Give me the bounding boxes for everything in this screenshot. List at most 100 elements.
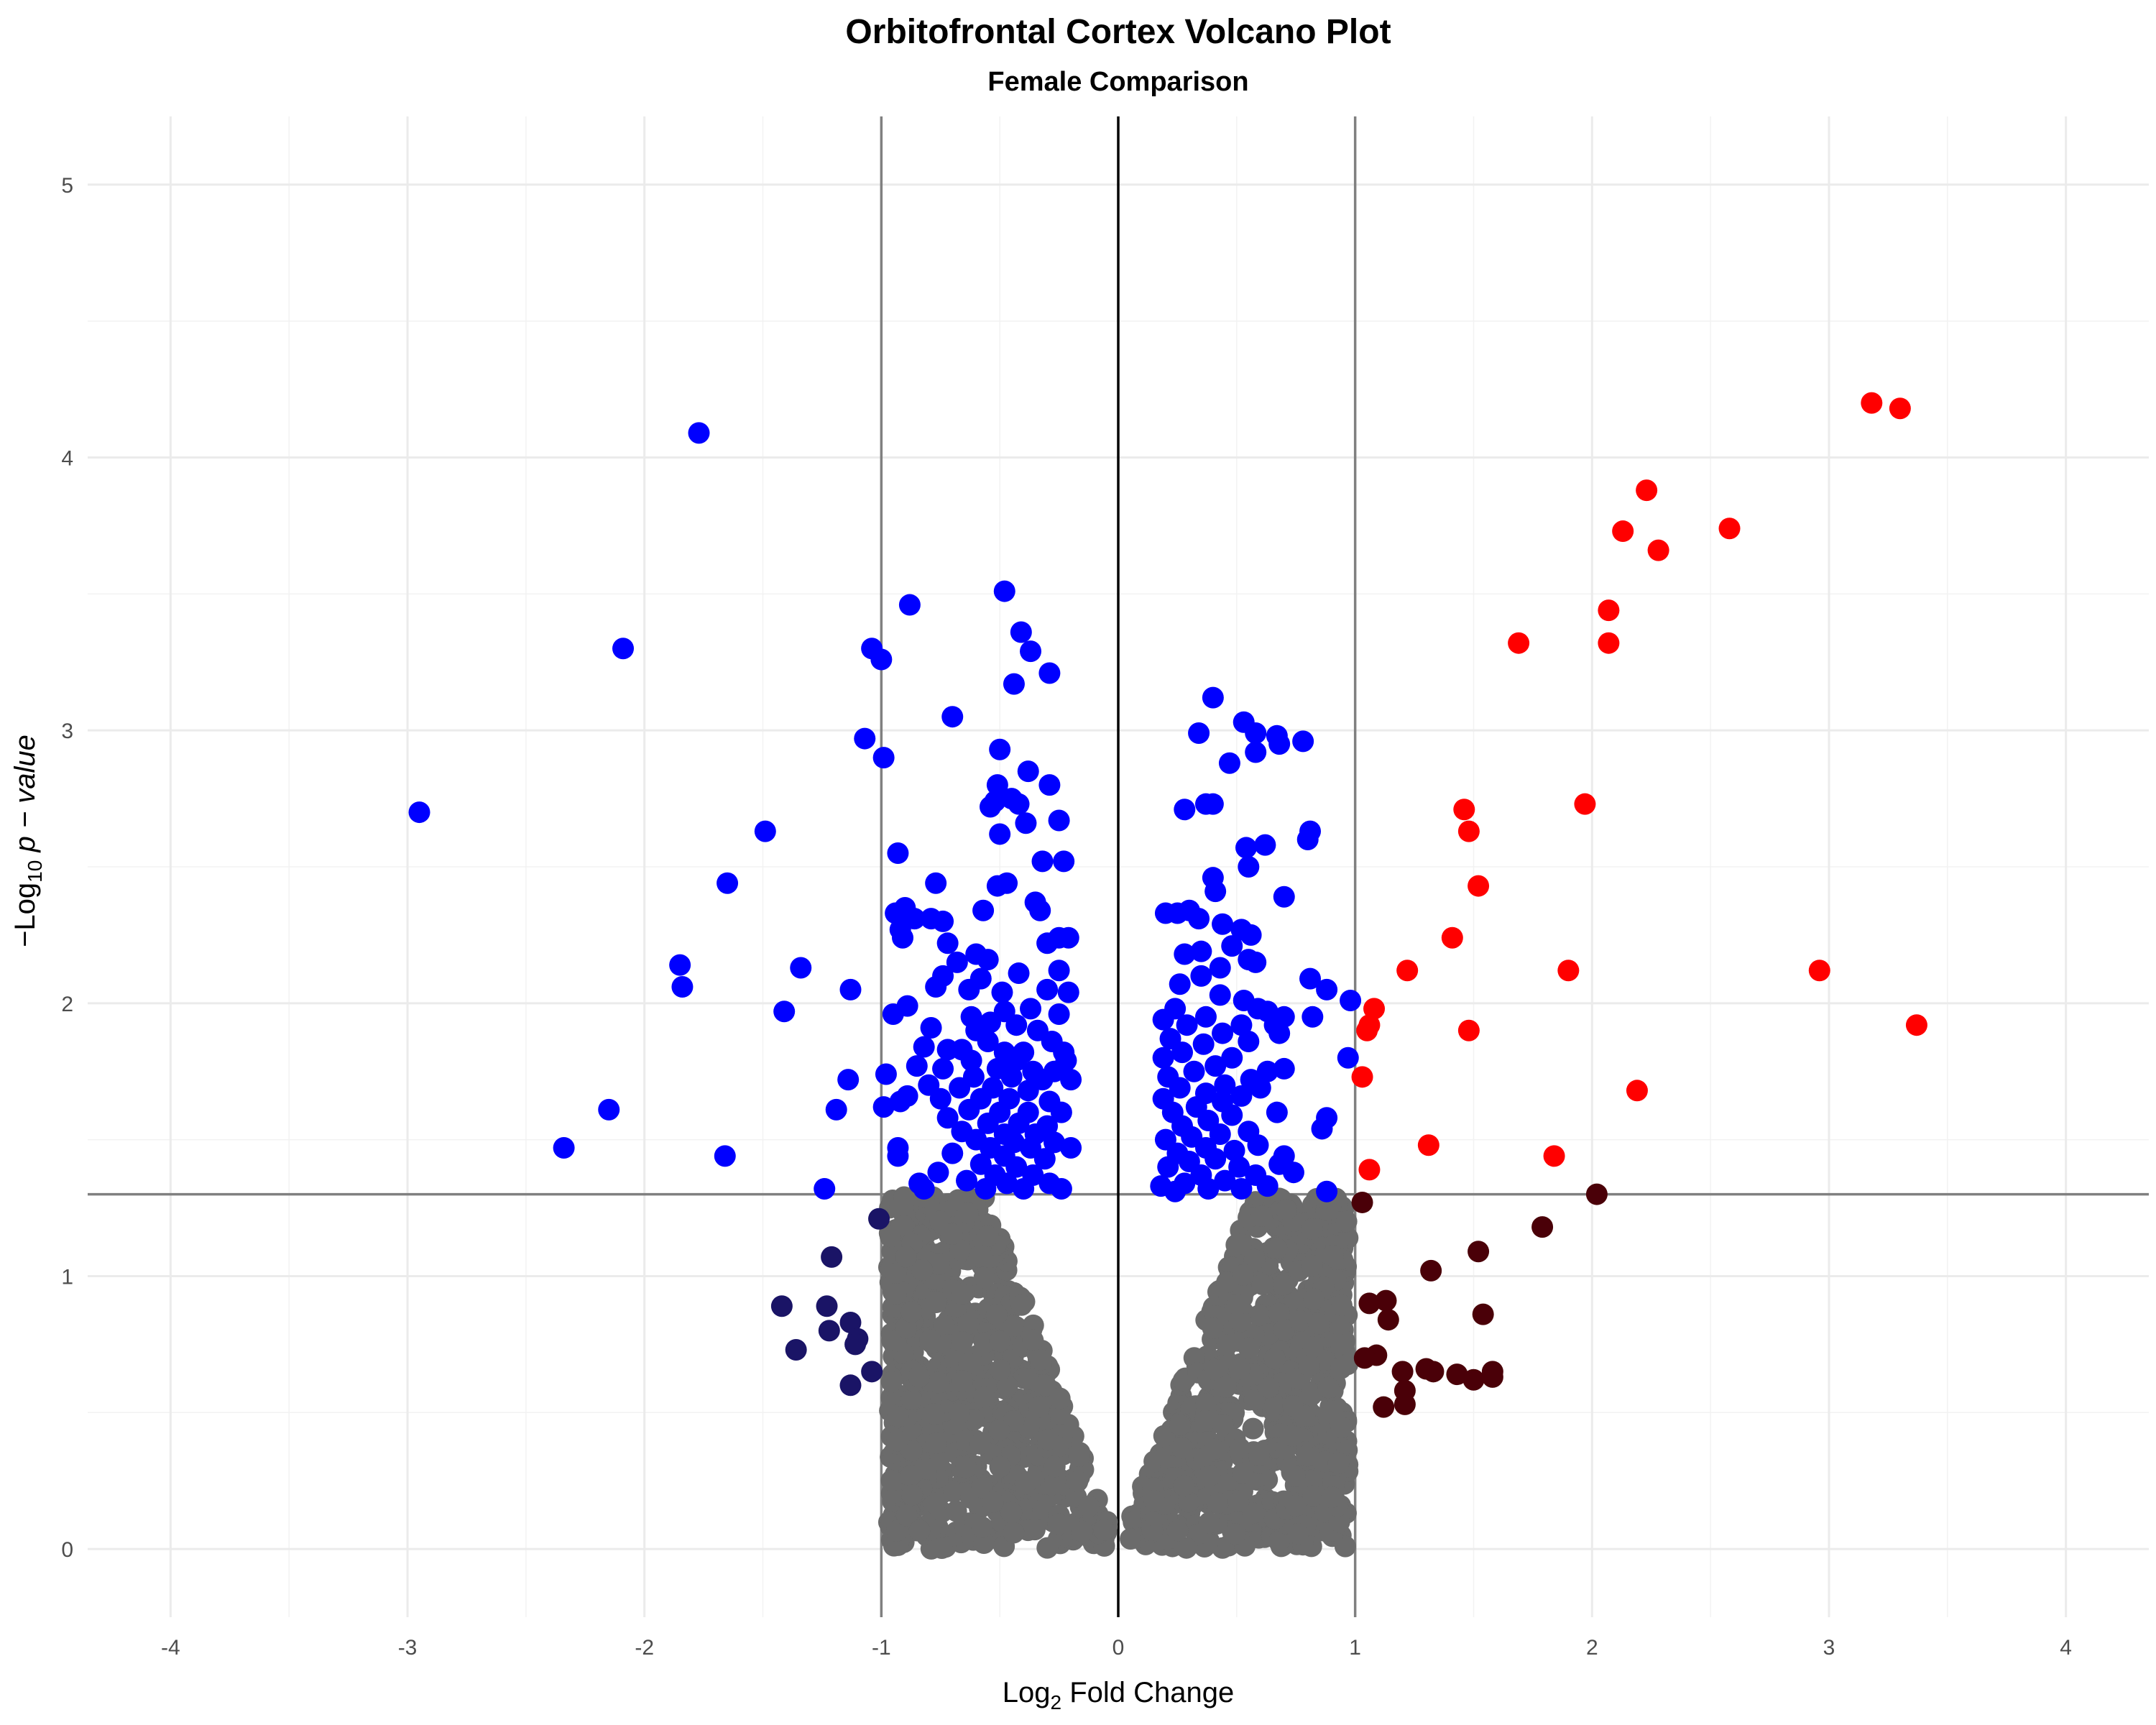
nonsignificant-point	[1248, 1445, 1270, 1467]
significant-down-point	[1218, 752, 1240, 774]
large-fc-not-significant-up-point	[1353, 1347, 1376, 1369]
x-axis-label: Log2 Fold Change	[1003, 1677, 1234, 1714]
nonsignificant-point	[1263, 1394, 1286, 1416]
nonsignificant-point	[1284, 1465, 1306, 1487]
nonsignificant-point	[1302, 1336, 1324, 1358]
nonsignificant-point	[1002, 1315, 1024, 1337]
x-tick-label: 1	[1349, 1636, 1361, 1660]
significant-down-point	[993, 580, 1015, 602]
nonsignificant-point	[1037, 1429, 1059, 1451]
nonsignificant-point	[951, 1283, 973, 1305]
nonsignificant-point	[1216, 1334, 1238, 1356]
significant-down-point	[1256, 1060, 1279, 1082]
significant-down-point	[1337, 1046, 1359, 1069]
nonsignificant-point	[957, 1312, 980, 1335]
significant-down-point	[1060, 1069, 1082, 1091]
significant-down-point	[1316, 978, 1338, 1000]
x-tick-label: 4	[2060, 1636, 2072, 1660]
nonsignificant-point	[1169, 1414, 1191, 1436]
significant-down-point	[1000, 1066, 1023, 1088]
nonsignificant-point	[923, 1403, 945, 1425]
significant-down-point	[1238, 1030, 1260, 1052]
significant-down-point	[1031, 850, 1054, 873]
nonsignificant-point	[969, 1432, 992, 1455]
large-fc-not-significant-down-point	[785, 1338, 807, 1361]
significant-up-point	[1612, 520, 1634, 543]
nonsignificant-point	[1049, 1402, 1071, 1425]
significant-down-point	[989, 823, 1011, 845]
significant-down-point	[958, 978, 980, 1000]
nonsignificant-point	[931, 1537, 953, 1560]
significant-down-point	[1230, 1177, 1253, 1200]
significant-down-point	[1197, 1177, 1220, 1200]
nonsignificant-point	[1177, 1491, 1199, 1513]
large-fc-not-significant-up-point	[1531, 1216, 1554, 1238]
significant-down-point	[1048, 1003, 1070, 1026]
nonsignificant-point	[911, 1259, 934, 1281]
x-tick-label: 2	[1586, 1636, 1598, 1660]
nonsignificant-point	[1093, 1519, 1115, 1541]
significant-down-point	[1245, 951, 1267, 973]
significant-down-point	[892, 926, 914, 949]
nonsignificant-point	[1273, 1319, 1295, 1341]
nonsignificant-point	[943, 1481, 965, 1503]
nonsignificant-point	[1287, 1522, 1309, 1545]
significant-down-point	[1266, 1101, 1288, 1123]
significant-down-point	[1192, 1033, 1215, 1055]
large-fc-not-significant-down-point	[844, 1333, 867, 1356]
nonsignificant-point	[925, 1432, 947, 1455]
nonsignificant-point	[880, 1371, 903, 1393]
nonsignificant-point	[1171, 1437, 1193, 1459]
large-fc-not-significant-down-point	[770, 1295, 793, 1317]
nonsignificant-point	[1263, 1348, 1286, 1370]
nonsignificant-point	[1014, 1473, 1036, 1495]
significant-down-point	[986, 875, 1008, 897]
significant-down-point	[1268, 733, 1291, 755]
significant-down-point	[1176, 1014, 1198, 1036]
x-tick-label: 3	[1823, 1636, 1835, 1660]
significant-down-point	[1005, 1156, 1028, 1178]
nonsignificant-point	[1226, 1294, 1248, 1316]
significant-down-point	[872, 747, 895, 769]
nonsignificant-point	[1232, 1264, 1254, 1286]
nonsignificant-point	[1248, 1305, 1270, 1327]
significant-down-point	[837, 1069, 860, 1091]
significant-down-point	[1174, 943, 1196, 965]
nonsignificant-point	[1230, 1233, 1252, 1255]
significant-down-point	[1311, 1118, 1333, 1140]
significant-down-point	[1221, 1104, 1243, 1126]
significant-down-point	[408, 801, 430, 824]
nonsignificant-point	[1251, 1274, 1273, 1296]
significant-down-point	[1169, 973, 1191, 995]
significant-down-point	[1194, 1006, 1217, 1028]
nonsignificant-point	[1036, 1537, 1059, 1559]
significant-down-point	[1057, 981, 1079, 1003]
significant-down-point	[1020, 640, 1042, 663]
nonsignificant-point	[1307, 1312, 1330, 1335]
nonsignificant-point	[886, 1519, 908, 1542]
nonsignificant-point	[1335, 1210, 1358, 1233]
y-axis-label: −Log10 p − value	[9, 735, 46, 947]
significant-up-point	[1358, 1159, 1381, 1181]
large-fc-not-significant-up-point	[1446, 1363, 1468, 1386]
nonsignificant-point	[900, 1389, 923, 1411]
significant-down-point	[1214, 1074, 1236, 1096]
large-fc-not-significant-up-point	[1393, 1393, 1416, 1415]
significant-down-point	[1209, 1123, 1231, 1146]
nonsignificant-point	[971, 1516, 993, 1538]
significant-down-point	[872, 1096, 895, 1118]
significant-down-point	[1230, 1014, 1253, 1036]
significant-down-point	[1020, 998, 1042, 1020]
nonsignificant-point	[1230, 1310, 1252, 1333]
significant-down-point	[714, 1145, 736, 1167]
significant-down-point	[1268, 1022, 1291, 1044]
significant-down-point	[920, 1016, 942, 1039]
nonsignificant-point	[1028, 1396, 1050, 1418]
significant-down-point	[1174, 799, 1196, 821]
nonsignificant-point	[1242, 1417, 1264, 1440]
large-fc-not-significant-down-point	[821, 1246, 843, 1268]
nonsignificant-point	[1243, 1389, 1266, 1411]
nonsignificant-point	[923, 1492, 946, 1514]
significant-down-point	[1240, 924, 1262, 946]
significant-down-point	[1245, 741, 1267, 763]
